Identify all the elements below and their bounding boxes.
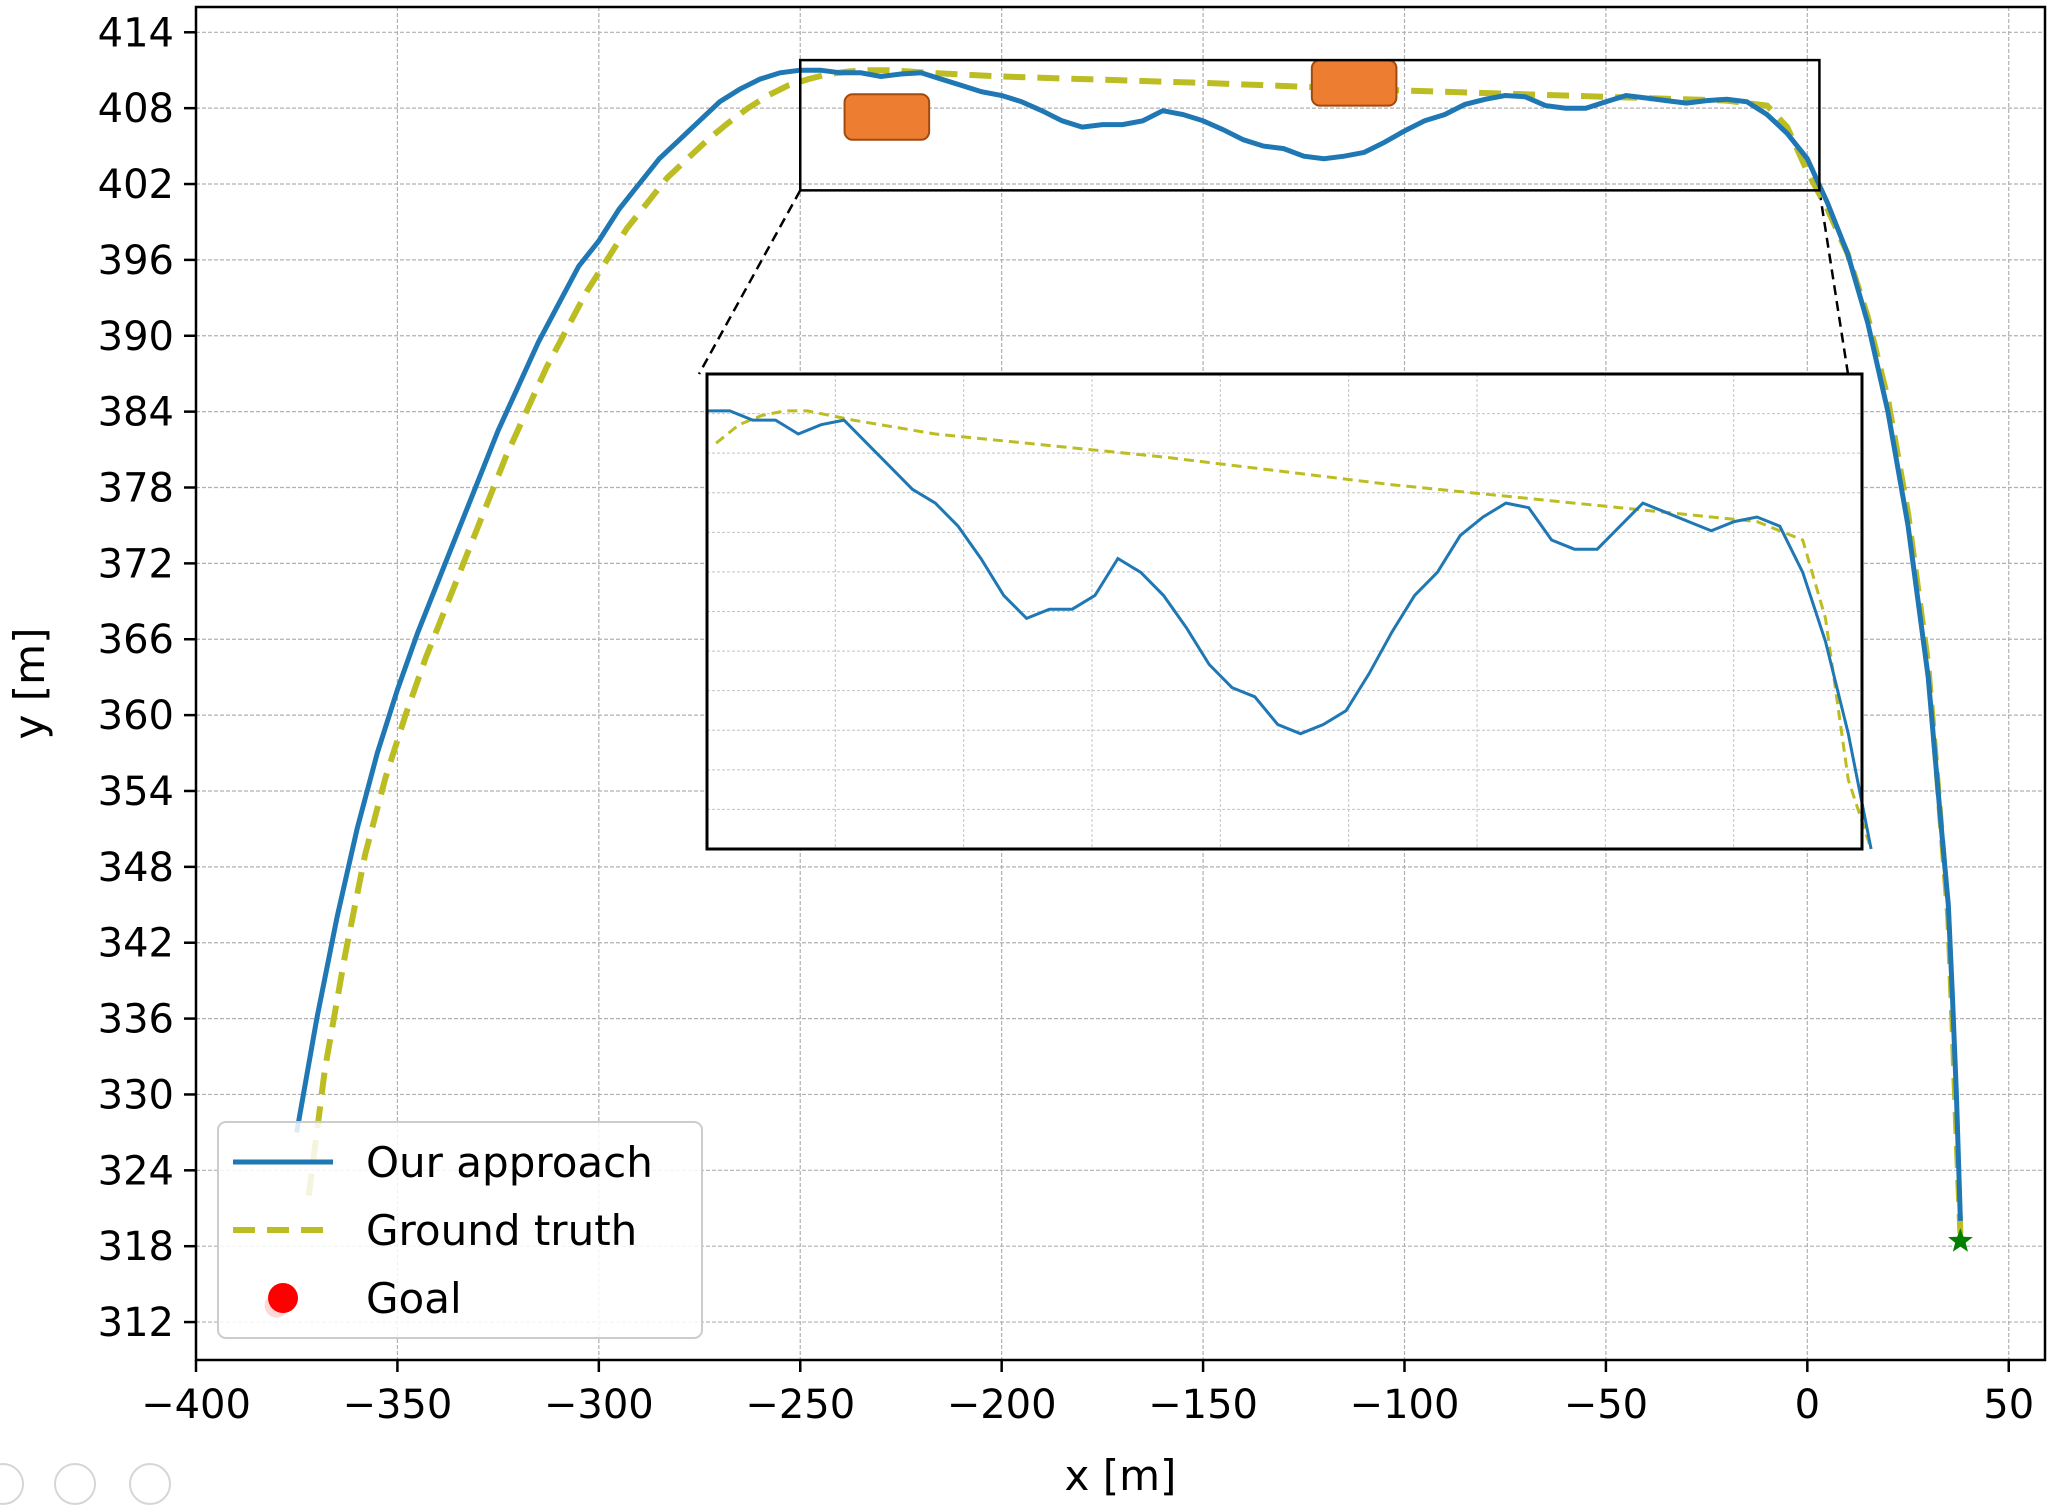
y-tick-label: 384 [98, 390, 174, 436]
legend-label-ground-truth: Ground truth [366, 1206, 637, 1255]
more-icon[interactable] [129, 1463, 171, 1505]
zoom-region-rectangle [798, 58, 1821, 192]
series-our-approach-line [294, 67, 1963, 1221]
y-tick-label: 408 [98, 86, 174, 132]
y-axis-ticks: 312 318 324 330 336 342 348 354 360 366 372 378 384 3… [98, 10, 196, 1346]
inset-frame [705, 372, 1864, 851]
caption-icon[interactable] [54, 1463, 96, 1505]
series-ground-truth-line [305, 67, 1964, 1234]
y-tick-label: 414 [98, 10, 174, 56]
y-tick-label: 372 [98, 541, 174, 587]
y-tick-label: 354 [98, 769, 174, 815]
legend-label-our-approach: Our approach [366, 1138, 653, 1187]
end-star-marker [1948, 1228, 1973, 1252]
x-tick-label: −350 [342, 1382, 452, 1428]
y-tick-label: 336 [98, 997, 174, 1043]
zoom-connector-left [697, 189, 802, 375]
x-axis-label: x [m] [1065, 1451, 1177, 1500]
x-tick-label: −200 [947, 1382, 1057, 1428]
x-tick-label: −250 [745, 1382, 855, 1428]
x-tick-label: −400 [141, 1382, 251, 1428]
x-tick-label: −50 [1564, 1382, 1648, 1428]
y-tick-label: 318 [98, 1224, 174, 1270]
x-tick-label: 50 [1983, 1382, 2034, 1428]
legend: Our approach Ground truth Goal [217, 1121, 703, 1339]
x-axis-ticks: −400 −350 −300 −250 −200 −150 −100 −50 0 50 [141, 1360, 2034, 1428]
y-tick-label: 366 [98, 617, 174, 663]
y-tick-label: 312 [98, 1300, 174, 1346]
y-tick-label: 324 [98, 1148, 174, 1194]
y-tick-label: 390 [98, 314, 174, 360]
y-tick-label: 360 [98, 693, 174, 739]
legend-label-goal: Goal [366, 1274, 462, 1323]
y-tick-label: 402 [98, 162, 174, 208]
obstacle-rect [1310, 59, 1398, 107]
obstacles [843, 59, 1398, 141]
y-axis-label: y [m] [5, 628, 54, 740]
obstacle-rect [843, 93, 931, 141]
legend-swatch-goal [268, 1283, 298, 1313]
x-tick-label: −100 [1350, 1382, 1460, 1428]
y-tick-label: 342 [98, 921, 174, 967]
legend-box [217, 1121, 703, 1339]
x-tick-label: −150 [1148, 1382, 1258, 1428]
inset-ground-truth-line [715, 409, 1873, 850]
zoom-connector-lines [697, 189, 1850, 375]
y-tick-label: 330 [98, 1072, 174, 1118]
y-tick-label: 378 [98, 466, 174, 512]
y-tick-label: 396 [98, 238, 174, 284]
inset-our-approach-line [707, 409, 1873, 850]
inset-zoom-panel [705, 372, 1873, 851]
y-tick-label: 348 [98, 845, 174, 891]
x-tick-label: 0 [1795, 1382, 1820, 1428]
plot-frame [194, 5, 2047, 1362]
x-tick-label: −300 [544, 1382, 654, 1428]
